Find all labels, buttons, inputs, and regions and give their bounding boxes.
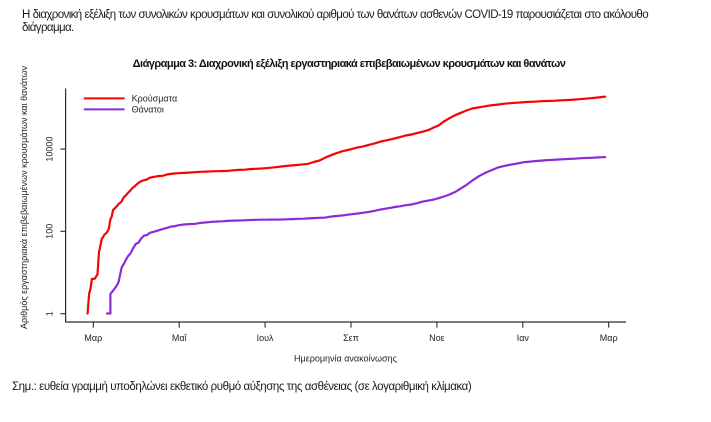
svg-text:Θάνατοι: Θάνατοι <box>132 105 164 115</box>
svg-text:Κρούσματα: Κρούσματα <box>132 94 178 104</box>
svg-text:Μαΐ: Μαΐ <box>172 333 188 343</box>
svg-text:100: 100 <box>44 224 54 239</box>
svg-text:Ημερομηνία ανακοίνωσης: Ημερομηνία ανακοίνωσης <box>294 354 398 364</box>
svg-text:Νοε: Νοε <box>429 333 445 343</box>
svg-text:Ιουλ: Ιουλ <box>257 333 274 343</box>
svg-text:1: 1 <box>44 311 54 316</box>
svg-text:Σεπ: Σεπ <box>343 333 359 343</box>
svg-text:Μαρ: Μαρ <box>600 333 618 343</box>
svg-text:Ιαν: Ιαν <box>517 333 530 343</box>
svg-text:10000: 10000 <box>44 137 54 162</box>
svg-text:Αριθμός εργαστηριακά επιβεβαιω: Αριθμός εργαστηριακά επιβεβαιωμένων κρου… <box>19 66 29 329</box>
svg-text:Μαρ: Μαρ <box>84 333 102 343</box>
